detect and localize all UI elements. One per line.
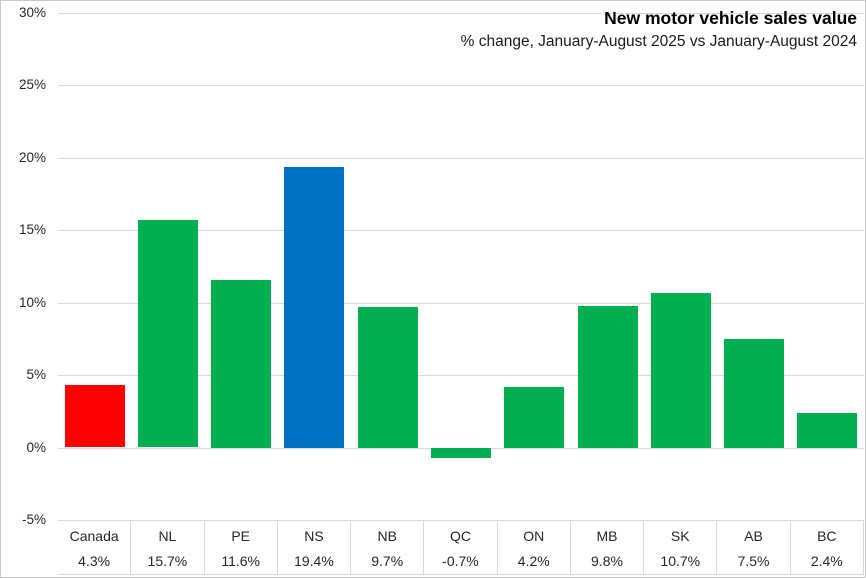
y-axis-tick-label: -5% xyxy=(21,512,46,527)
category-label: NB xyxy=(377,528,397,544)
category-label: AB xyxy=(744,528,763,544)
bar-ab xyxy=(724,339,784,448)
table-column-on: ON 4.2% xyxy=(498,521,571,574)
value-label: 2.4% xyxy=(810,553,843,569)
y-axis-tick-label: 20% xyxy=(18,150,46,165)
value-label: 4.3% xyxy=(78,553,111,569)
bar-bc xyxy=(797,413,857,448)
value-label: 9.7% xyxy=(371,553,404,569)
y-axis-tick-label: 15% xyxy=(18,222,46,237)
category-label: ON xyxy=(523,528,545,544)
table-column-sk: SK 10.7% xyxy=(644,521,718,574)
category-label: QC xyxy=(449,528,471,544)
gridline xyxy=(58,85,864,86)
bar-pe xyxy=(211,280,271,448)
table-column-pe: PE 11.6% xyxy=(205,521,278,574)
bar-qc xyxy=(431,448,491,458)
value-label: 9.8% xyxy=(591,553,623,569)
data-table: Canada 4.3% NL 15.7% PE 11.6% NS 19.4% NB 9.7% QC -… xyxy=(58,520,864,575)
y-axis-tick-label: 0% xyxy=(26,440,46,455)
bar-nl xyxy=(138,220,198,447)
y-axis-tick-label: 25% xyxy=(18,77,46,92)
chart-subtitle: % change, January-August 2025 vs January… xyxy=(460,33,857,50)
gridline xyxy=(58,375,864,376)
bar-on xyxy=(504,387,564,448)
category-label: PE xyxy=(231,528,250,544)
category-label: NL xyxy=(158,528,177,544)
chart-title: New motor vehicle sales value xyxy=(604,8,857,28)
table-column-qc: QC -0.7% xyxy=(424,521,498,574)
bar-nb xyxy=(358,307,418,448)
category-label: Canada xyxy=(69,528,119,544)
bar-canada xyxy=(65,385,125,447)
value-label: 4.2% xyxy=(517,553,550,569)
table-column-mb: MB 9.8% xyxy=(571,521,645,574)
gridline xyxy=(58,230,864,231)
gridline xyxy=(58,13,864,14)
table-column-bc: BC 2.4% xyxy=(791,521,864,574)
value-label: 10.7% xyxy=(660,553,701,569)
table-column-canada: Canada 4.3% xyxy=(58,521,132,574)
bar-ns xyxy=(284,167,344,448)
value-label: -0.7% xyxy=(442,553,479,569)
value-label: 19.4% xyxy=(294,553,334,569)
category-label: MB xyxy=(596,528,618,544)
category-label: SK xyxy=(670,528,690,544)
table-column-ab: AB 7.5% xyxy=(717,521,791,574)
value-label: 7.5% xyxy=(737,553,770,569)
bar-mb xyxy=(578,306,638,448)
y-axis-tick-label: 10% xyxy=(18,295,46,310)
gridline xyxy=(58,303,864,304)
y-axis-tick-label: 5% xyxy=(26,367,46,382)
table-column-ns: NS 19.4% xyxy=(278,521,352,574)
chart-title-block: New motor vehicle sales value % change, … xyxy=(461,6,857,53)
bar-sk xyxy=(651,293,711,448)
value-label: 15.7% xyxy=(147,553,188,569)
category-label: BC xyxy=(817,528,837,544)
y-axis-tick-label: 30% xyxy=(18,5,46,20)
value-label: 11.6% xyxy=(221,553,260,569)
table-column-nb: NB 9.7% xyxy=(351,521,425,574)
table-column-nl: NL 15.7% xyxy=(131,521,205,574)
gridline xyxy=(58,158,864,159)
category-label: NS xyxy=(304,528,324,544)
